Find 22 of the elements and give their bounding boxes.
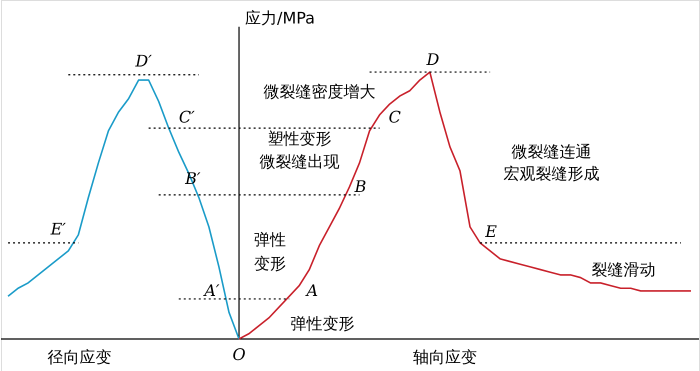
annotation: 塑性变形: [267, 128, 332, 148]
annotation: C′: [178, 107, 196, 126]
annotation: B: [354, 176, 367, 196]
annotation: A: [304, 280, 318, 300]
y-axis-title: 应力/MPa: [245, 8, 315, 28]
annotation: A′: [202, 280, 220, 300]
annotation: 变形: [254, 254, 286, 274]
annotation: 宏观裂缝形成: [503, 164, 600, 184]
annotation: E′: [50, 220, 66, 239]
annotation: E: [484, 222, 498, 242]
annotation: 微裂缝出现: [259, 152, 340, 172]
annotation: 弹性变形: [290, 314, 354, 334]
text: 径向应变: [47, 348, 112, 367]
text: 轴向应变: [412, 348, 477, 367]
annotation: 裂缝滑动: [592, 260, 656, 280]
annotation: 微裂缝密度增大: [263, 82, 376, 102]
text: D: [425, 50, 440, 70]
text: D′: [134, 51, 152, 70]
annotation: 微裂缝连通: [511, 142, 592, 162]
annotation: C: [388, 107, 401, 126]
annotation: 弹性: [254, 230, 286, 250]
text: O: [232, 344, 246, 364]
